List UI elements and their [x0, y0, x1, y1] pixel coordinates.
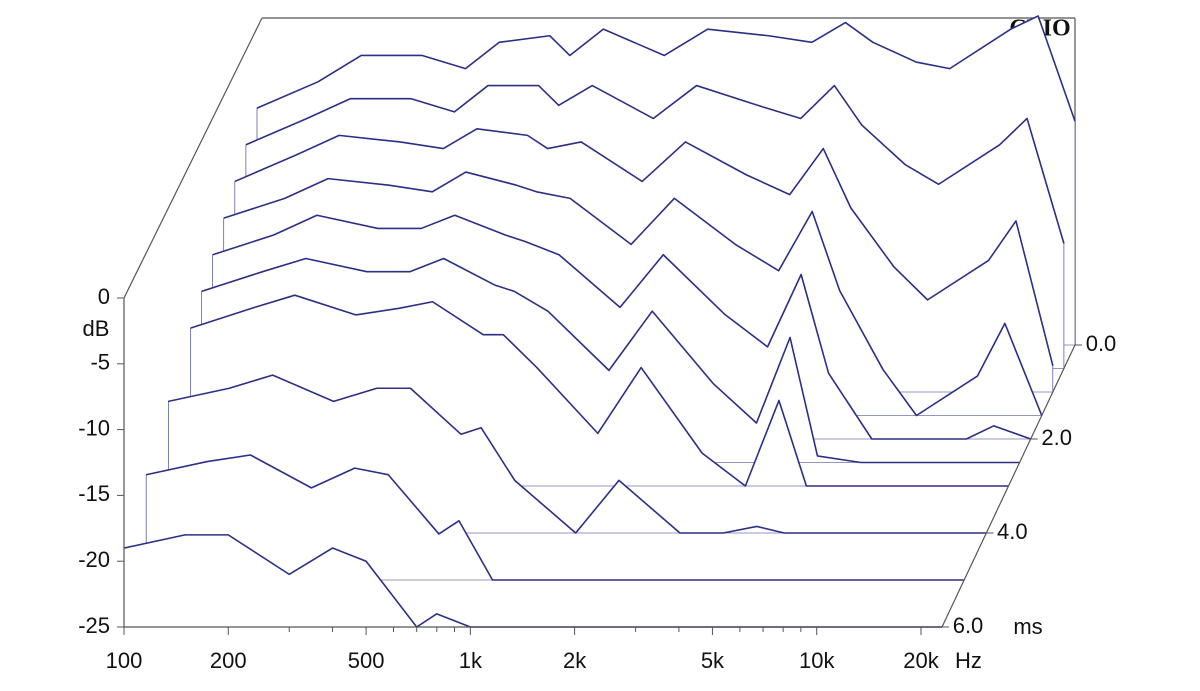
- slice-line: [212, 214, 1031, 440]
- x-tick-label: 1k: [459, 648, 483, 673]
- x-tick-label: 10k: [799, 648, 835, 673]
- slice-line: [245, 84, 1065, 244]
- y-axis-label: dB: [83, 316, 110, 341]
- y-tick-label: -25: [78, 613, 110, 638]
- z-axis: [941, 344, 1076, 628]
- x-axis-label: Hz: [955, 648, 982, 673]
- x-tick-label: 200: [210, 648, 247, 673]
- back-left-edge: [123, 17, 263, 299]
- x-tick-label: 100: [106, 648, 143, 673]
- slice-line: [234, 128, 1054, 366]
- y-tick-label: -10: [78, 415, 110, 440]
- x-tick-label: 20k: [903, 648, 939, 673]
- y-tick-label: 0: [98, 284, 110, 309]
- x-tick-label: 2k: [563, 648, 587, 673]
- slice-line: [190, 294, 1009, 487]
- z-tick-label: 4.0: [997, 519, 1028, 544]
- slice-line: [201, 257, 1020, 464]
- z-tick-label: 2.0: [1041, 425, 1072, 450]
- x-tick-label: 5k: [701, 648, 725, 673]
- slice-line: [223, 171, 1043, 417]
- z-tick-label: 0.0: [1086, 331, 1117, 356]
- y-tick-label: -5: [90, 350, 110, 375]
- x-tick-label: 500: [348, 648, 385, 673]
- slice-line: [168, 374, 987, 534]
- slice-line: [256, 15, 1076, 122]
- z-axis-label: ms: [1013, 614, 1042, 639]
- slice-fill: [123, 534, 942, 628]
- y-tick-label: -15: [78, 481, 110, 506]
- slice-line: [145, 454, 965, 581]
- waterfall: [123, 15, 1076, 628]
- y-tick-label: -20: [78, 547, 110, 572]
- z-tick-label: 6.0: [953, 613, 984, 638]
